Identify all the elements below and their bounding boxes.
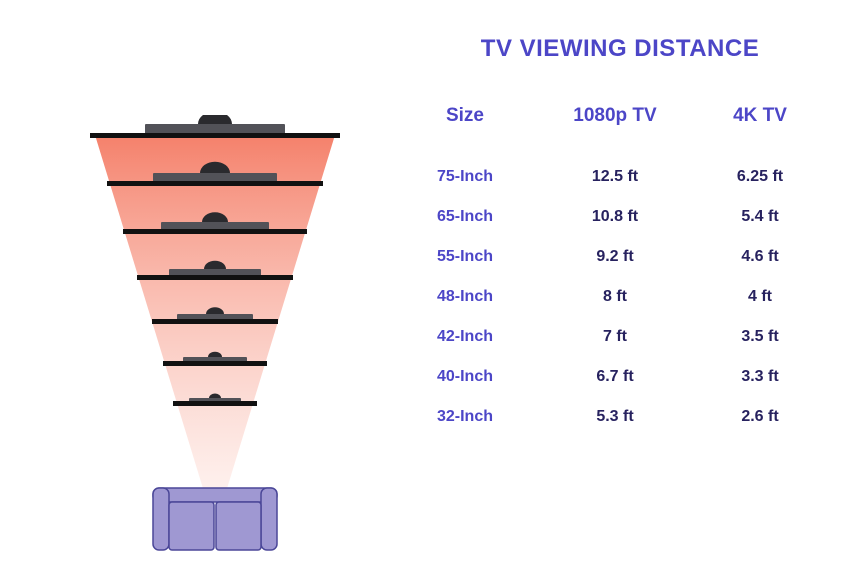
cell-size: 65-Inch bbox=[395, 208, 535, 226]
table-body: 75-Inch12.5 ft6.25 ft65-Inch10.8 ft5.4 f… bbox=[395, 157, 825, 437]
cell-1080p: 10.8 ft bbox=[535, 208, 695, 226]
column-header-1080p: 1080p TV bbox=[535, 105, 695, 127]
column-header-size: Size bbox=[395, 105, 535, 127]
cell-size: 42-Inch bbox=[395, 328, 535, 346]
cell-4k: 4.6 ft bbox=[695, 248, 825, 266]
table-header-row: Size 1080p TV 4K TV bbox=[395, 105, 825, 127]
page-title: TV VIEWING DISTANCE bbox=[415, 35, 825, 63]
table-row: 32-Inch5.3 ft2.6 ft bbox=[395, 397, 825, 437]
cell-1080p: 6.7 ft bbox=[535, 368, 695, 386]
cell-size: 40-Inch bbox=[395, 368, 535, 386]
cell-size: 55-Inch bbox=[395, 248, 535, 266]
column-header-4k: 4K TV bbox=[695, 105, 825, 127]
cell-1080p: 9.2 ft bbox=[535, 248, 695, 266]
table-row: 42-Inch7 ft3.5 ft bbox=[395, 317, 825, 357]
cell-1080p: 8 ft bbox=[535, 288, 695, 306]
cell-4k: 6.25 ft bbox=[695, 168, 825, 186]
cell-4k: 3.3 ft bbox=[695, 368, 825, 386]
table-row: 40-Inch6.7 ft3.3 ft bbox=[395, 357, 825, 397]
tv-size-icon bbox=[90, 115, 340, 138]
couch-icon bbox=[153, 488, 277, 550]
table-row: 65-Inch10.8 ft5.4 ft bbox=[395, 197, 825, 237]
table-row: 48-Inch8 ft4 ft bbox=[395, 277, 825, 317]
viewing-cone-diagram bbox=[70, 115, 360, 560]
distance-table: Size 1080p TV 4K TV 75-Inch12.5 ft6.25 f… bbox=[395, 105, 825, 437]
cell-1080p: 12.5 ft bbox=[535, 168, 695, 186]
cell-size: 48-Inch bbox=[395, 288, 535, 306]
cell-1080p: 5.3 ft bbox=[535, 408, 695, 426]
cell-1080p: 7 ft bbox=[535, 328, 695, 346]
table-row: 55-Inch9.2 ft4.6 ft bbox=[395, 237, 825, 277]
cell-4k: 5.4 ft bbox=[695, 208, 825, 226]
table-row: 75-Inch12.5 ft6.25 ft bbox=[395, 157, 825, 197]
diagram-svg bbox=[70, 115, 360, 560]
cell-4k: 3.5 ft bbox=[695, 328, 825, 346]
cell-4k: 4 ft bbox=[695, 288, 825, 306]
cell-size: 32-Inch bbox=[395, 408, 535, 426]
cell-size: 75-Inch bbox=[395, 168, 535, 186]
cell-4k: 2.6 ft bbox=[695, 408, 825, 426]
